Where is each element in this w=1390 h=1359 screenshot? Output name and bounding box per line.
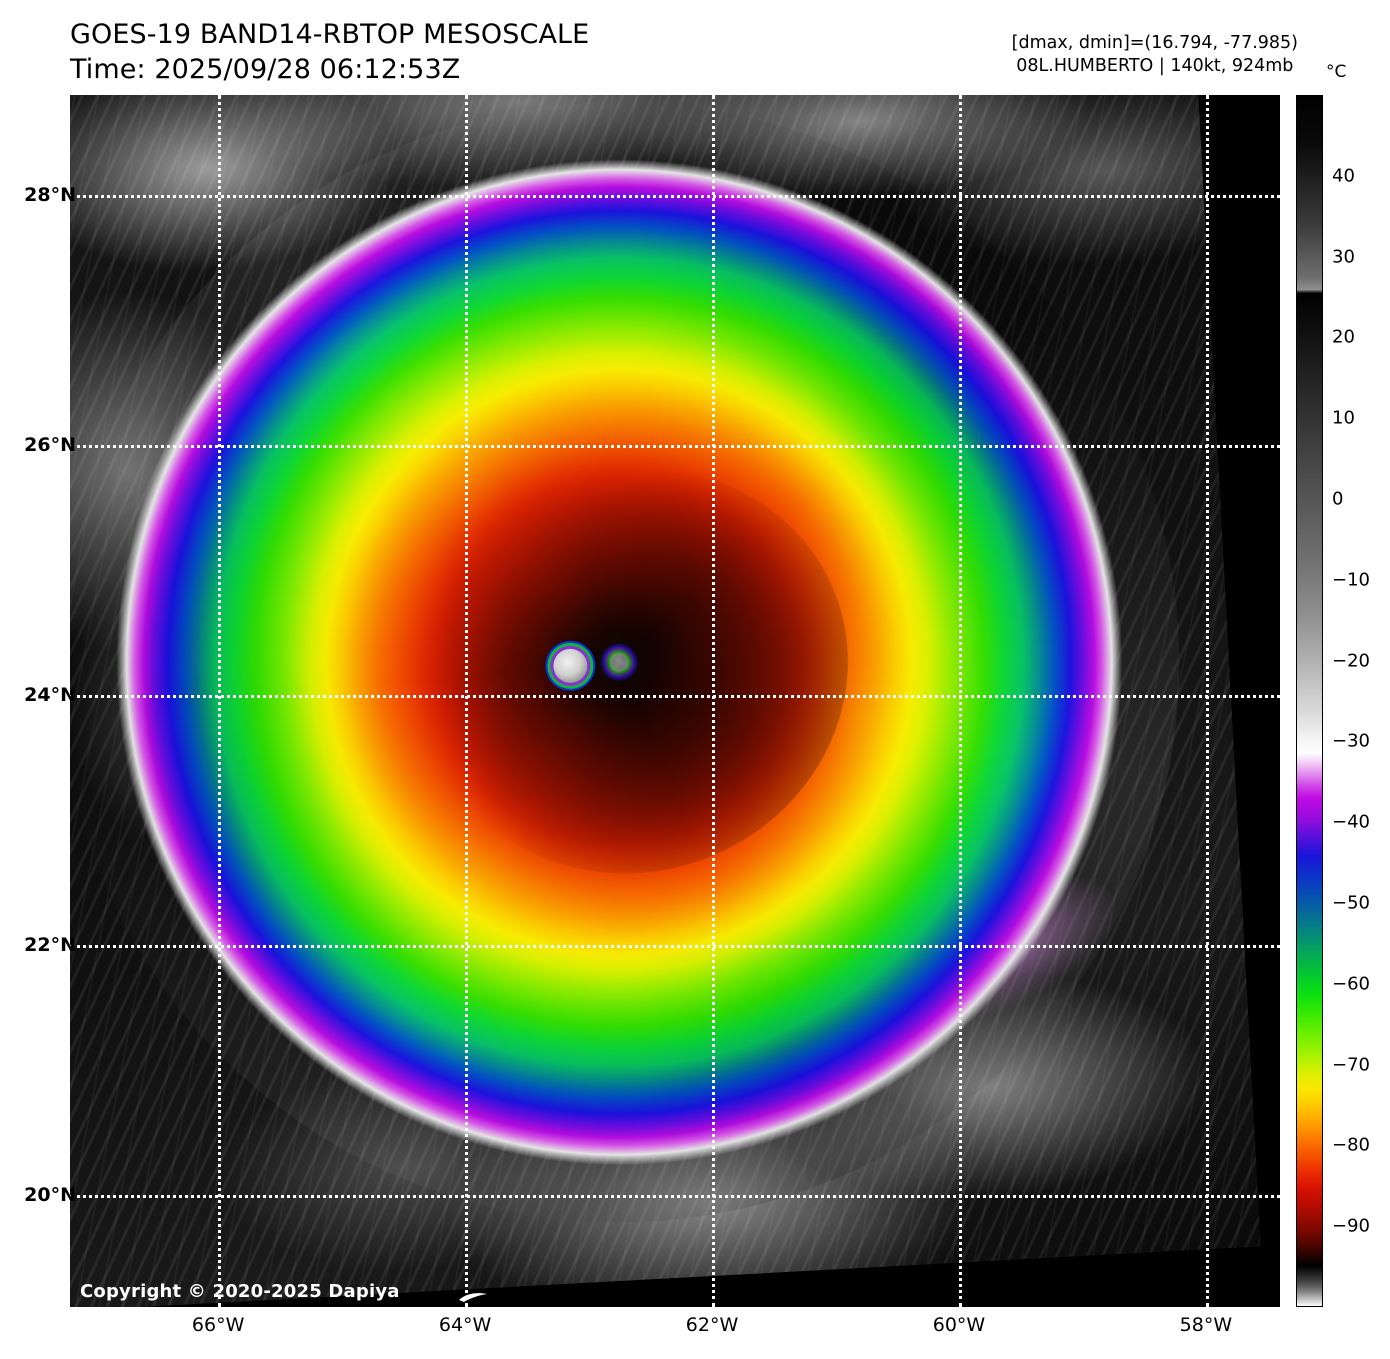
storm-info-label: 08L.HUMBERTO | 140kt, 924mb [1016,56,1294,77]
colorbar-tick-label--20: −20 [1332,650,1370,672]
lon-tick-label-66: 66°W [191,1314,245,1336]
colorbar-tick-label-20: 20 [1332,326,1355,348]
metadata-block: [dmax, dmin]=(16.794, -77.985) 08L.HUMBE… [1012,32,1298,78]
colorbar-tick-label--30: −30 [1332,730,1370,752]
lat-tick-label-20: 20°N [24,1183,76,1206]
colorbar-tick-label--60: −60 [1332,973,1370,995]
colorbar-tick-label--40: −40 [1332,811,1370,833]
lat-tick-label-24: 24°N [24,683,76,706]
colorbar-tick-label--10: −10 [1332,569,1370,591]
title-block: GOES-19 BAND14-RBTOP MESOSCALE Time: 202… [70,18,589,87]
colorbar-tick-label-40: 40 [1332,165,1355,187]
lat-tick-label-22: 22°N [24,933,76,956]
satellite-swath [70,95,1261,1307]
satellite-image-plot [70,95,1280,1307]
colorbar-tick-label--70: −70 [1332,1054,1370,1076]
lon-tick-label-64: 64°W [438,1314,492,1336]
lat-tick-label-26: 26°N [24,433,76,456]
colorbar-tick-label--50: −50 [1332,892,1370,914]
lon-tick-label-58: 58°W [1179,1314,1233,1336]
timestamp-label: Time: 2025/09/28 06:12:53Z [70,53,461,85]
colorbar-unit-label: °C [1326,62,1347,82]
page-title: GOES-19 BAND14-RBTOP MESOSCALE [70,19,590,50]
colorbar-tick-label-0: 0 [1332,488,1344,510]
colorbar-tick-label-30: 30 [1332,246,1355,268]
colorbar-tick-label--80: −80 [1332,1134,1370,1156]
lon-tick-label-60: 60°W [932,1314,986,1336]
colorbar-gradient [1297,96,1322,1306]
colorbar-tick-label-10: 10 [1332,407,1355,429]
lon-tick-label-62: 62°W [685,1314,739,1336]
lat-tick-label-28: 28°N [24,183,76,206]
dapiya-logo-icon [459,1293,487,1302]
copyright-label: Copyright © 2020-2025 Dapiya [80,1281,400,1302]
dmax-dmin-label: [dmax, dmin]=(16.794, -77.985) [1011,33,1298,53]
colorbar-tick-label--90: −90 [1332,1215,1370,1237]
colorbar [1296,95,1323,1307]
